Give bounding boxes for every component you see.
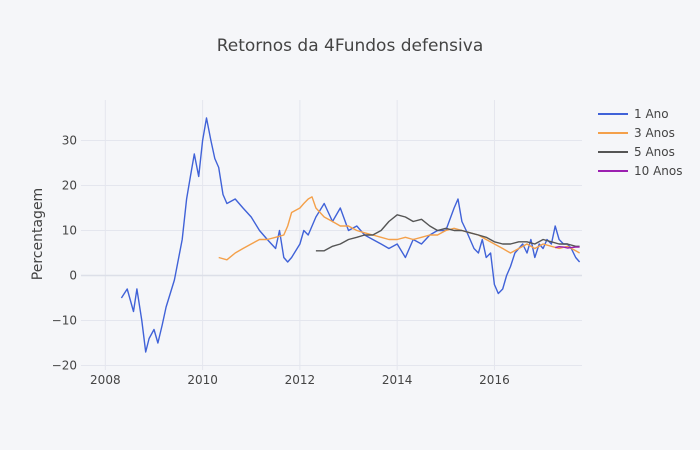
grid-lines — [81, 100, 582, 370]
legend-label: 1 Ano — [634, 107, 669, 121]
y-axis-label: Percentagem — [30, 188, 46, 280]
legend-item[interactable]: 3 Anos — [598, 126, 675, 140]
legend-item[interactable]: 5 Anos — [598, 145, 675, 159]
y-tick-label: 20 — [62, 179, 77, 193]
legend-item[interactable]: 1 Ano — [598, 107, 669, 121]
y-tick-label: 0 — [69, 269, 77, 283]
legend[interactable]: 1 Ano 3 Anos 5 Anos 10 Anos — [598, 107, 683, 178]
series-line-2 — [218, 196, 580, 261]
series-lines — [120, 117, 581, 353]
x-tick-label: 2014 — [382, 373, 413, 387]
legend-label: 3 Anos — [634, 126, 675, 140]
chart-title: Retornos da 4Fundos defensiva — [217, 36, 484, 56]
y-tick-label: 30 — [62, 134, 77, 148]
x-tick-label: 2008 — [90, 373, 121, 387]
legend-label: 10 Anos — [634, 164, 683, 178]
x-axis-ticks: 2008 2010 2012 2014 2016 — [90, 373, 510, 387]
legend-item[interactable]: 10 Anos — [598, 164, 683, 178]
series-line-3 — [315, 214, 580, 252]
legend-label: 5 Anos — [634, 145, 675, 159]
series-line-1 — [120, 117, 581, 353]
series-line-4 — [555, 245, 580, 249]
x-tick-label: 2012 — [285, 373, 316, 387]
x-tick-label: 2016 — [479, 373, 510, 387]
y-axis-ticks: −20 −10 0 10 20 30 — [52, 134, 77, 373]
y-tick-label: 10 — [62, 224, 77, 238]
y-tick-label: −20 — [52, 359, 77, 373]
plot-area — [81, 100, 582, 370]
x-tick-label: 2010 — [187, 373, 218, 387]
y-tick-label: −10 — [52, 314, 77, 328]
